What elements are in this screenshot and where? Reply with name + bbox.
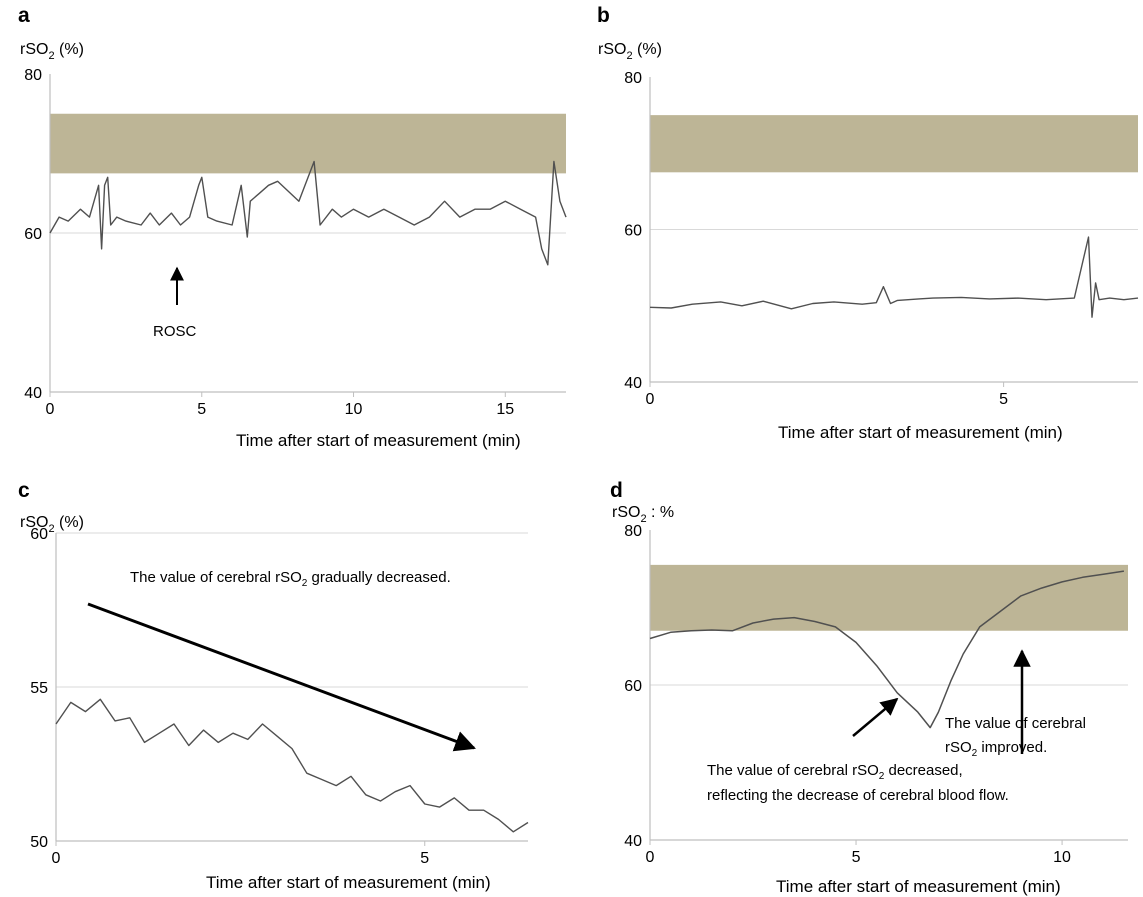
panel-c-x-tick-label: 5 bbox=[420, 850, 429, 867]
panel-d-axes bbox=[649, 530, 1128, 841]
panel-b-ylabel: rSO2 (%) bbox=[598, 41, 662, 62]
panel-b-x-tick-label: 5 bbox=[999, 391, 1008, 408]
panel-d-x-tick-label: 10 bbox=[1053, 849, 1071, 866]
panel-a-x-tick-label: 5 bbox=[197, 401, 206, 418]
panel-b-series-line bbox=[649, 236, 1139, 318]
panel-d-letter: d bbox=[610, 479, 623, 502]
panel-a-x-tick-label: 0 bbox=[46, 401, 55, 418]
panel-d-decreased-arrow bbox=[852, 697, 899, 737]
panel-d-y-ticks: 40 60 80 bbox=[624, 523, 642, 850]
panel-d-decreased-annotation-line1: The value of cerebral rSO2 decreased, bbox=[707, 762, 963, 782]
panel-a-y-tick-label: 60 bbox=[24, 226, 42, 243]
panel-a-y-tick-label: 80 bbox=[24, 67, 42, 84]
panel-b-letter: b bbox=[597, 4, 610, 27]
panel-b-x-tick-label: 0 bbox=[646, 391, 655, 408]
panel-d-x-tick-label: 5 bbox=[852, 849, 861, 866]
panel-c-gridlines bbox=[56, 532, 528, 688]
panel-a-x-ticks: 0 5 10 15 bbox=[46, 392, 514, 418]
panel-a-x-tick-label: 10 bbox=[345, 401, 363, 418]
panel-d-x-ticks: 0 5 10 bbox=[646, 840, 1071, 866]
panel-a-x-tick-label: 15 bbox=[496, 401, 514, 418]
panel-c-trend-arrow bbox=[87, 602, 476, 752]
panel-d-x-tick-label: 0 bbox=[646, 849, 655, 866]
panel-b-y-ticks: 40 60 80 bbox=[624, 70, 642, 392]
panel-b-y-tick-label: 80 bbox=[624, 70, 642, 87]
panel-c-y-tick-label: 60 bbox=[30, 526, 48, 543]
panel-a-letter: a bbox=[18, 4, 30, 27]
panel-c-y-tick-label: 50 bbox=[30, 834, 48, 851]
panel-d-xlabel: Time after start of measurement (min) bbox=[776, 877, 1061, 896]
panel-d-normal-range-band bbox=[650, 564, 1128, 631]
panel-b-axes bbox=[649, 77, 1138, 383]
panel-a-rosc-label: ROSC bbox=[153, 323, 197, 340]
panel-c-series-line bbox=[55, 698, 529, 833]
panel-a-series-line bbox=[49, 160, 567, 266]
panel-c-axes bbox=[55, 533, 528, 842]
panel-c-letter: c bbox=[18, 479, 30, 502]
panel-c-y-tick-label: 55 bbox=[30, 680, 48, 697]
panel-d-decreased-annotation-line2: reflecting the decrease of cerebral bloo… bbox=[707, 787, 1009, 804]
panel-d-ylabel: rSO2 : % bbox=[612, 504, 674, 525]
panel-d-improved-annotation-line1: The value of cerebral bbox=[945, 715, 1086, 732]
panel-b-normal-range-band bbox=[650, 115, 1138, 173]
panel-c-y-ticks: 50 55 60 bbox=[30, 526, 48, 851]
panel-d-improved-annotation-line2: rSO2 improved. bbox=[945, 739, 1047, 759]
panel-a-y-ticks: 40 60 80 bbox=[24, 67, 42, 402]
panel-a-xlabel: Time after start of measurement (min) bbox=[236, 431, 521, 450]
panel-d-y-tick-label: 40 bbox=[624, 833, 642, 850]
panel-a-y-tick-label: 40 bbox=[24, 385, 42, 402]
panel-b-xlabel: Time after start of measurement (min) bbox=[778, 423, 1063, 442]
panel-c-ylabel: rSO2 (%) bbox=[20, 514, 84, 535]
panel-d-y-tick-label: 80 bbox=[624, 523, 642, 540]
panel-a: a rSO2 (%) 40 60 80 0 5 10 15 Time after star… bbox=[18, 4, 567, 450]
panel-d-y-tick-label: 60 bbox=[624, 678, 642, 695]
panel-c-x-tick-label: 0 bbox=[52, 850, 61, 867]
panel-a-normal-range-band bbox=[50, 113, 566, 174]
panel-c-trend-annotation: The value of cerebral rSO2 gradually dec… bbox=[130, 569, 451, 589]
panel-d: d rSO2 : % 40 60 80 0 5 10 Time after start … bbox=[610, 479, 1128, 896]
panel-b-y-tick-label: 40 bbox=[624, 375, 642, 392]
panel-c-xlabel: Time after start of measurement (min) bbox=[206, 873, 491, 892]
panel-d-series-line bbox=[649, 570, 1125, 729]
panel-b-y-tick-label: 60 bbox=[624, 223, 642, 240]
panel-a-ylabel: rSO2 (%) bbox=[20, 41, 84, 62]
